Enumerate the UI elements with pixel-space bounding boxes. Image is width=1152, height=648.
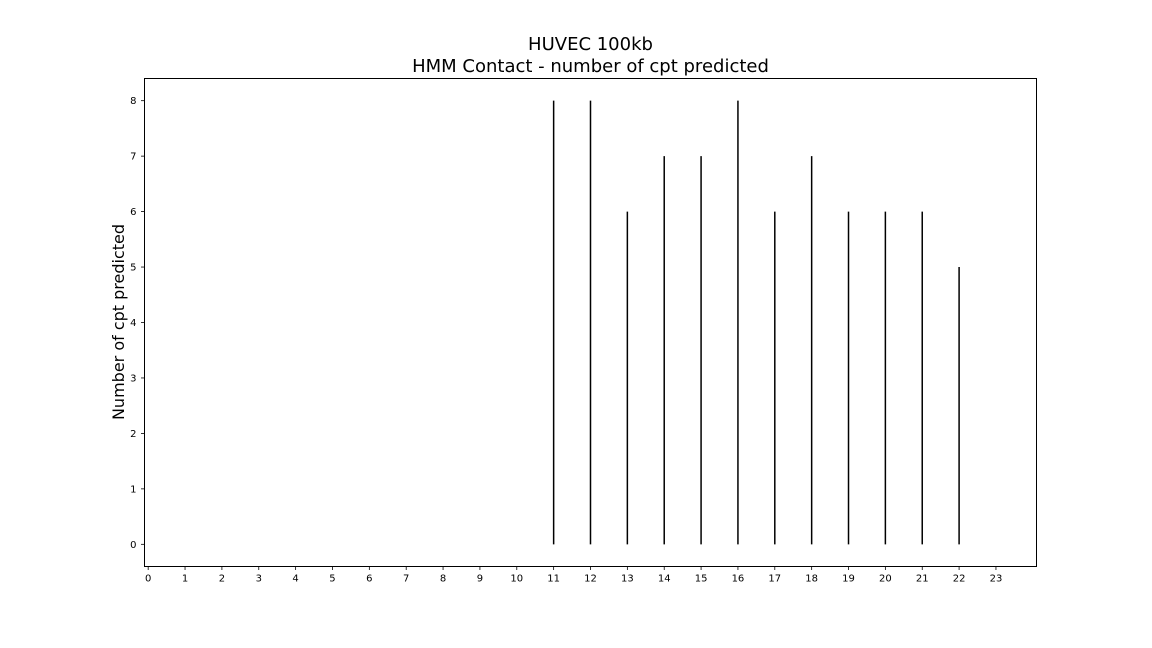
bars-group — [552, 100, 960, 545]
x-tick-label: 16 — [732, 574, 745, 585]
x-tick-label: 1 — [182, 574, 188, 585]
y-tick-label: 1 — [130, 484, 136, 495]
x-tick-label: 6 — [366, 574, 372, 585]
y-tick-label: 6 — [130, 207, 136, 218]
y-tick-label: 4 — [130, 318, 136, 329]
x-tick-label: 21 — [916, 574, 929, 585]
x-tick-label: 5 — [329, 574, 335, 585]
y-tick-label: 5 — [130, 263, 136, 274]
y-tick-label: 8 — [130, 96, 136, 107]
x-tick-label: 0 — [145, 574, 151, 585]
y-tick-label: 2 — [130, 429, 136, 440]
x-tick-label: 8 — [440, 574, 446, 585]
x-tick-label: 7 — [403, 574, 409, 585]
x-tick-label: 2 — [219, 574, 225, 585]
y-tick-label: 3 — [130, 373, 136, 384]
x-tick-label: 4 — [292, 574, 298, 585]
x-tick-label: 14 — [658, 574, 671, 585]
x-tick-label: 10 — [510, 574, 523, 585]
x-tick-label: 23 — [990, 574, 1003, 585]
chart-subtitle: HMM Contact - number of cpt predicted — [412, 56, 769, 77]
x-tick-label: 12 — [584, 574, 597, 585]
y-tick-label: 7 — [130, 152, 136, 163]
chart-title: HUVEC 100kb — [528, 34, 653, 55]
x-tick-label: 20 — [879, 574, 892, 585]
y-ticks: 0 1 2 3 4 5 6 7 8 — [130, 96, 145, 551]
y-axis-label: Number of cpt predicted — [109, 224, 128, 420]
x-tick-label: 17 — [768, 574, 781, 585]
x-tick-label: 19 — [842, 574, 855, 585]
x-tick-label: 13 — [621, 574, 634, 585]
x-tick-label: 22 — [953, 574, 966, 585]
x-tick-label: 9 — [477, 574, 483, 585]
x-tick-label: 3 — [256, 574, 262, 585]
x-tick-label: 15 — [695, 574, 708, 585]
x-ticks: 0 1 2 3 4 5 6 7 8 9 10 11 12 13 14 15 16 17 18 19 20 21 22 23 — [145, 566, 1003, 585]
y-tick-label: 0 — [130, 540, 136, 551]
x-tick-label: 11 — [547, 574, 560, 585]
x-tick-label: 18 — [805, 574, 818, 585]
